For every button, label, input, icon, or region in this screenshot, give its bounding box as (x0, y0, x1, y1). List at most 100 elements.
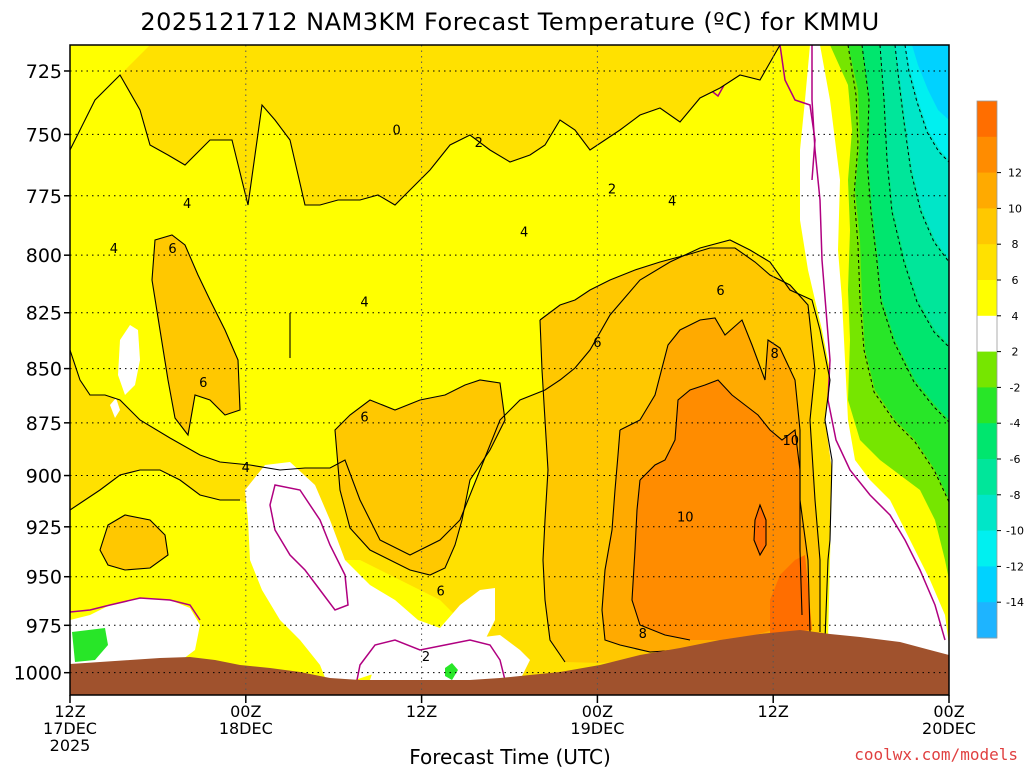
y-tick-label: 725 (26, 61, 62, 83)
negative-contours (847, 45, 949, 503)
colorbar-swatch (977, 494, 997, 532)
colorbar-tick-label: -10 (1006, 525, 1024, 538)
colorbar-swatch (977, 530, 997, 567)
contour-label: 4 (668, 195, 676, 210)
band-6-to-8-center (335, 380, 505, 575)
plot-area (70, 45, 949, 695)
x-tick-label: 12Z (406, 702, 437, 721)
x-tick-label: 17DEC (43, 719, 97, 738)
colorbar-swatch (977, 423, 997, 460)
contour-label: 0 (393, 123, 401, 138)
colorbar-swatch (977, 459, 997, 496)
colorbar-swatch (977, 280, 997, 317)
y-tick-label: 850 (26, 359, 62, 381)
band-2-to-4-left (70, 45, 150, 150)
colorbar-swatch (977, 101, 997, 138)
band-neg2-to-2-left-pocket-small (110, 398, 120, 418)
colorbar-tick-label: -6 (1010, 453, 1021, 466)
colorbar-tick-label: -4 (1010, 417, 1021, 430)
contour-label: 6 (593, 336, 601, 351)
plot-frame (69, 44, 950, 696)
contour-label: 4 (110, 242, 118, 257)
contour-label: 2 (608, 183, 616, 198)
band-neg2-to-2-mid-left (245, 462, 495, 690)
contour-0-bottom-mid (354, 639, 506, 691)
colorbar-tick-label: -14 (1006, 596, 1024, 609)
y-tick-label: 750 (26, 124, 62, 146)
y-tick-label: 825 (26, 303, 62, 325)
colorbar-swatch (977, 208, 997, 245)
colorbar-swatch (977, 351, 997, 388)
colorbar-swatch (977, 315, 997, 353)
colorbar-swatch (977, 172, 997, 209)
band-4-to-6-top (70, 45, 780, 205)
band-neg2-to-2-bottom-mid (370, 635, 530, 690)
contour-0-right-top (779, 45, 816, 181)
contour-label: 6 (360, 410, 368, 425)
contour-label: 6 (168, 242, 176, 257)
y-tick-label: 975 (26, 615, 62, 637)
y-tick-label: 1000 (14, 663, 62, 685)
y-tick-label: 875 (26, 413, 62, 435)
band-6-to-8-left (152, 235, 240, 435)
contour-label: 2 (475, 136, 483, 151)
ground-terrain (70, 630, 949, 695)
contour-label: 8 (771, 347, 779, 362)
colorbar-tick-label: 8 (1012, 238, 1019, 251)
contour-label: 8 (639, 627, 647, 642)
y-gridlines (70, 70, 949, 674)
colorbar-tick-label: -8 (1010, 489, 1021, 502)
x-tick-label: 00Z (230, 702, 261, 721)
colorbar-tick-label: -2 (1010, 381, 1021, 394)
colorbar-tick-label: 4 (1012, 310, 1019, 323)
contour-label: 4 (520, 226, 528, 241)
band-neg2-to-4-green-left (72, 628, 108, 662)
band-neg2-to-2-lower-left (70, 598, 200, 672)
band-10-to-12 (632, 380, 802, 640)
x-tick-label: 2025 (50, 736, 91, 755)
colorbar-tick-label: 12 (1008, 167, 1022, 180)
contour-label: 10 (677, 511, 694, 526)
x-axis-label: Forecast Time (UTC) (409, 745, 611, 768)
band-6-to-8-bottom-left (100, 515, 168, 570)
band-neg16-to-neg14 (912, 45, 949, 120)
colorbar: -14 -12 -10 -8 -6 -4 -2 2 4 6 8 10 12 (976, 100, 1024, 639)
contour-label: 6 (199, 376, 207, 391)
colorbar-frame (976, 100, 998, 639)
contour-label: 4 (242, 461, 250, 476)
colorbar-swatch (977, 387, 997, 424)
contour-label: 2 (422, 650, 430, 665)
contour-label: 6 (716, 284, 724, 299)
y-tick-label: 950 (26, 567, 62, 589)
colorbar-tick-label: -12 (1006, 560, 1024, 573)
contour-0-mid-left (269, 484, 349, 611)
contour-label: 4 (360, 295, 368, 310)
x-tick-label: 18DEC (219, 719, 273, 738)
contour-0-lower-left (70, 597, 201, 621)
y-tick-label: 925 (26, 517, 62, 539)
contour-label: 10 (783, 434, 800, 449)
band-green-mid-small (445, 663, 458, 680)
x-tick-label: 00Z (933, 702, 964, 721)
y-tick-label: 800 (26, 245, 62, 267)
y-tick-label: 900 (26, 466, 62, 488)
contour-label: 6 (437, 584, 445, 599)
y-tick-label: 775 (26, 186, 62, 208)
x-tick-label: 19DEC (570, 719, 624, 738)
y-axis: 725 750 775 800 825 850 875 900 925 950 975 1000 (14, 61, 70, 685)
x-tick-label: 00Z (582, 702, 613, 721)
contour-0-right (811, 45, 946, 641)
colorbar-swatch (977, 244, 997, 281)
contour-label: 4 (183, 197, 191, 212)
colorbar-tick-label: 2 (1012, 346, 1019, 359)
contour-labels: 0 2 2 4 4 4 4 6 6 4 6 8 6 6 10 4 10 6 8 2 (110, 123, 799, 664)
colorbar-swatch (977, 602, 997, 639)
positive-contours (70, 45, 833, 663)
colorbar-swatch (977, 566, 997, 603)
band-neg2-to-2-right (800, 45, 949, 695)
x-tick-label: 12Z (758, 702, 789, 721)
band-12-to-14-small (754, 505, 766, 555)
x-tick-label: 12Z (54, 702, 85, 721)
